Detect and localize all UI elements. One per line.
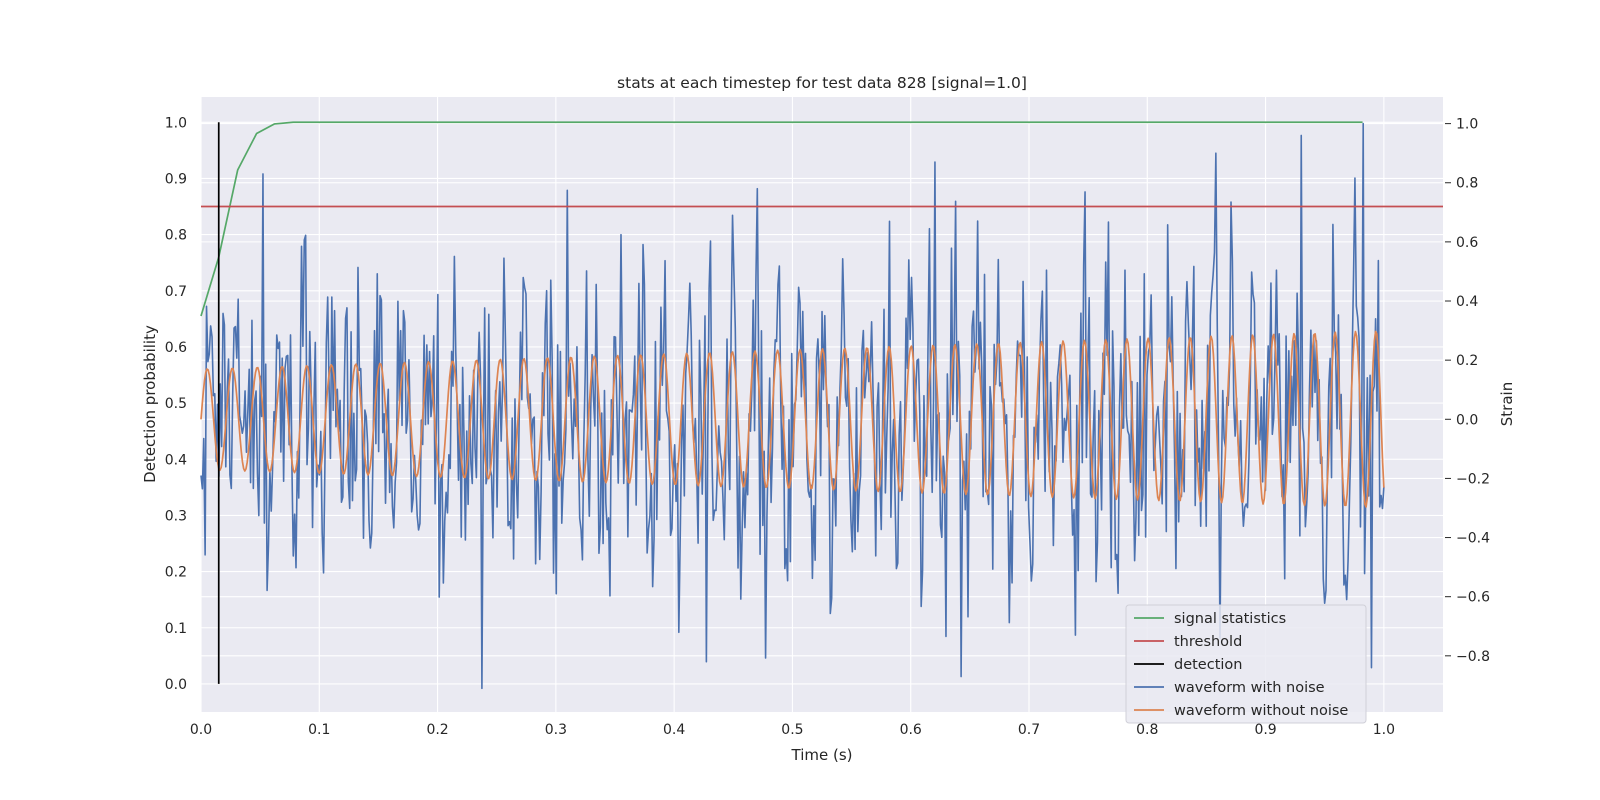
series-line-signal-statistics xyxy=(200,121,1363,317)
y-tick-label: 0.0 xyxy=(165,677,187,693)
series-line-waveform-with-noise xyxy=(200,122,1385,690)
y-tick-label: 0.8 xyxy=(165,228,187,244)
x-tick-label: 0.6 xyxy=(900,722,922,738)
y2-tick-label: −0.4 xyxy=(1456,531,1490,547)
x-tick-label: 0.0 xyxy=(190,722,212,738)
y2-tick-label: 0.6 xyxy=(1456,235,1478,251)
y-tick-label: 0.9 xyxy=(165,171,187,187)
x-tick-label: 0.5 xyxy=(781,722,803,738)
legend: signal statistics threshold detection wavef… xyxy=(1125,604,1367,724)
y2-tick-label: −0.2 xyxy=(1456,471,1490,487)
y-tick-label: 1.0 xyxy=(165,115,187,131)
legend-label: threshold xyxy=(1174,634,1242,650)
x-axis-label: Time (s) xyxy=(791,746,853,764)
legend-label: waveform without noise xyxy=(1174,703,1348,719)
x-tick-label: 0.1 xyxy=(308,722,330,738)
x-tick-label: 1.0 xyxy=(1373,722,1395,738)
legend-label: waveform with noise xyxy=(1174,680,1325,696)
y-axis-label: Detection probability xyxy=(141,325,159,483)
x-tick-label: 0.2 xyxy=(426,722,448,738)
x-tick-label: 0.7 xyxy=(1018,722,1040,738)
y2-tick-label: 0.4 xyxy=(1456,294,1478,310)
y2-tick-label: −0.6 xyxy=(1456,590,1490,606)
x-tick-label: 0.9 xyxy=(1254,722,1276,738)
y-tick-label: 0.2 xyxy=(165,565,187,581)
legend-label: detection xyxy=(1174,657,1242,673)
y-tick-label: 0.5 xyxy=(165,396,187,412)
y2-tick-label: 0.2 xyxy=(1456,353,1478,369)
x-tick-label: 0.3 xyxy=(545,722,567,738)
y2-tick-label: 0.8 xyxy=(1456,176,1478,192)
legend-box xyxy=(1125,604,1367,724)
series-layer xyxy=(200,121,1443,690)
y2-tick-label: 0.0 xyxy=(1456,412,1478,428)
axes-layer: 0.0 0.1 0.2 0.3 0.4 0.5 0.6 0.7 0.8 0.9 1.0 0.0 0.1 0… xyxy=(165,115,1490,738)
x-tick-label: 0.4 xyxy=(663,722,685,738)
y-tick-label: 0.1 xyxy=(165,621,187,637)
legend-label: signal statistics xyxy=(1174,611,1286,627)
chart-title: stats at each timestep for test data 828… xyxy=(617,74,1027,92)
y2-axis-label: Strain xyxy=(1498,382,1516,426)
y2-tick-label: 1.0 xyxy=(1456,117,1478,133)
y-tick-label: 0.7 xyxy=(165,284,187,300)
series-line-waveform-without-noise xyxy=(200,330,1385,508)
y-tick-label: 0.6 xyxy=(165,340,187,356)
y2-tick-label: −0.8 xyxy=(1456,649,1490,665)
x-tick-label: 0.8 xyxy=(1136,722,1158,738)
y-tick-label: 0.3 xyxy=(165,508,187,524)
y-tick-label: 0.4 xyxy=(165,452,187,468)
